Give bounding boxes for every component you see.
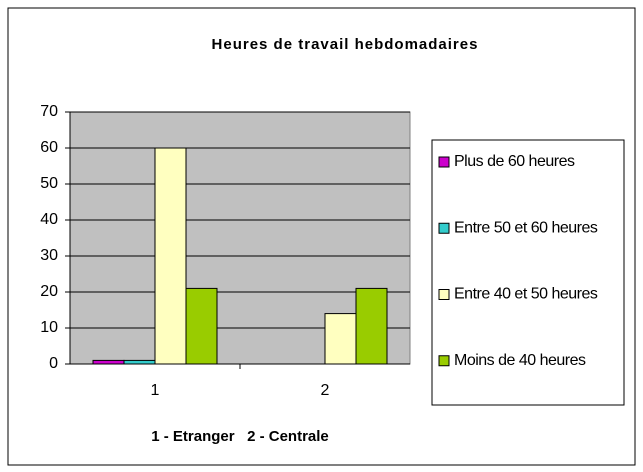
bar [355, 287, 388, 365]
legend-label: Entre 40 et 50 heures [454, 286, 598, 303]
legend-label: Plus de 60 heures [454, 153, 575, 170]
bar [92, 359, 125, 365]
legend-label: Moins de 40 heures [454, 352, 586, 369]
legend-line: Entre 40 et 50 heures [454, 286, 598, 303]
y-tick-label: 50 [40, 175, 58, 192]
legend-line: Plus de 60 heures [454, 153, 575, 170]
x-axis-label: 1 - Etranger 2 - Centrale [151, 428, 329, 445]
y-tick-label: 60 [40, 139, 58, 156]
legend-swatch [438, 289, 450, 300]
legend-box [431, 139, 625, 406]
y-tick-label: 20 [40, 283, 58, 300]
legend-label: Entre 50 et 60 heures [454, 219, 598, 236]
legend-line: Moins de 40 heures [454, 352, 586, 369]
y-tick-label: 0 [49, 355, 58, 372]
x-tick-label: 1 [151, 382, 160, 399]
x-tick-label: 2 [321, 382, 330, 399]
legend-swatch [438, 355, 450, 367]
y-tick-label: 10 [40, 319, 58, 336]
legend-swatch [438, 156, 450, 168]
legend-line: Entre 50 et 60 heures [454, 219, 598, 236]
legend-swatch [438, 222, 450, 234]
chart-title: Heures de travail hebdomadaires [212, 36, 479, 53]
bar [185, 287, 218, 365]
y-tick-label: 40 [40, 211, 58, 228]
y-tick-label: 70 [40, 103, 58, 120]
bar [154, 147, 187, 365]
bar [324, 313, 357, 365]
bar [123, 359, 156, 365]
y-tick-label: 30 [40, 247, 58, 264]
